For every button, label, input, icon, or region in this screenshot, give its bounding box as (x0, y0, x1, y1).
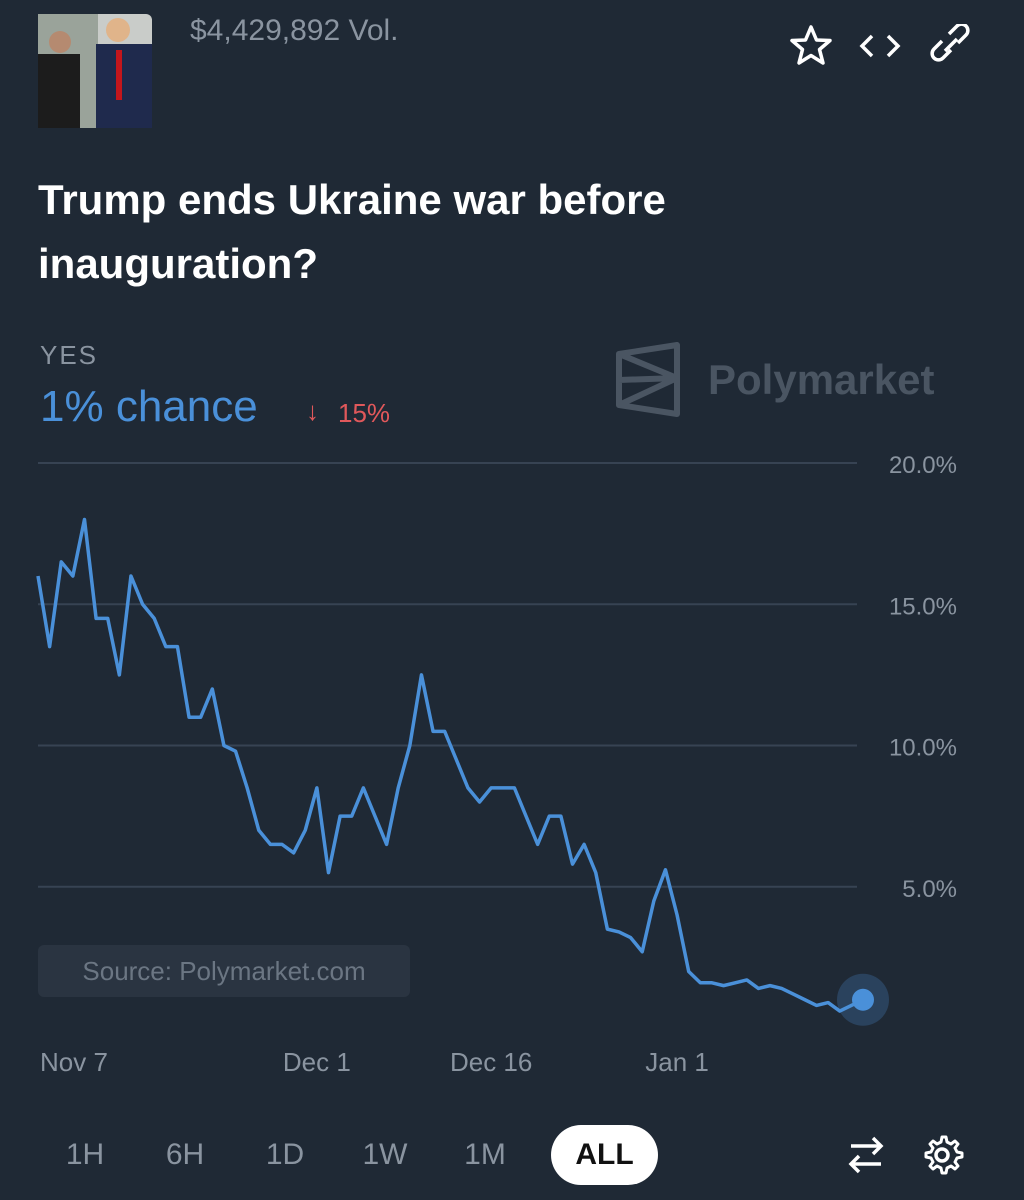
settings-icon[interactable] (924, 1135, 964, 1175)
chart-tools (848, 1135, 964, 1175)
y-tick-label: 5.0% (902, 876, 957, 903)
price-line (36, 517, 864, 1013)
y-tick-label: 20.0% (889, 452, 957, 479)
timeframe-button[interactable]: 1H (65, 1138, 105, 1171)
x-tick-label: Nov 7 (40, 1047, 108, 1077)
timeframe-button[interactable]: 1M (464, 1138, 506, 1171)
change-arrow: ↓ (306, 396, 319, 426)
outcome-change: 15% (338, 398, 391, 428)
brand-name: Polymarket (708, 356, 935, 403)
timeframe-button[interactable]: 1D (265, 1138, 305, 1171)
favorite-icon[interactable] (790, 25, 832, 65)
market-title: Trump ends Ukraine war before inaugurati… (38, 176, 666, 287)
outcome-chance: 1% chance (40, 382, 258, 431)
chart: 5.0% 10.0% 15.0% 20.0% Nov 7 Dec 1 Dec 16 Jan 1 (36, 452, 957, 1077)
source-badge: Source: Polymarket.com (38, 945, 410, 997)
timeframe-button[interactable]: 6H (165, 1138, 205, 1171)
x-tick-label: Dec 1 (283, 1047, 351, 1077)
swap-icon[interactable] (848, 1136, 884, 1174)
x-tick-label: Jan 1 (645, 1047, 709, 1077)
link-icon[interactable] (930, 24, 970, 62)
outcome-label: YES (40, 340, 99, 370)
header-actions[interactable] (788, 24, 978, 68)
embed-icon[interactable] (859, 34, 874, 58)
x-tick-label: Dec 16 (450, 1047, 532, 1077)
y-tick-label: 10.0% (889, 735, 957, 762)
timeframe-button[interactable]: ALL (551, 1125, 658, 1185)
timeframe-button[interactable]: 1W (362, 1138, 408, 1171)
timeframe-bar: 1H 6H 1D 1W 1M ALL (35, 1125, 658, 1185)
current-point (852, 988, 874, 1011)
market-thumbnail (38, 14, 152, 128)
brand-logo (616, 342, 680, 417)
volume: $4,429,892 Vol. (190, 14, 399, 47)
y-tick-label: 15.0% (889, 593, 957, 620)
